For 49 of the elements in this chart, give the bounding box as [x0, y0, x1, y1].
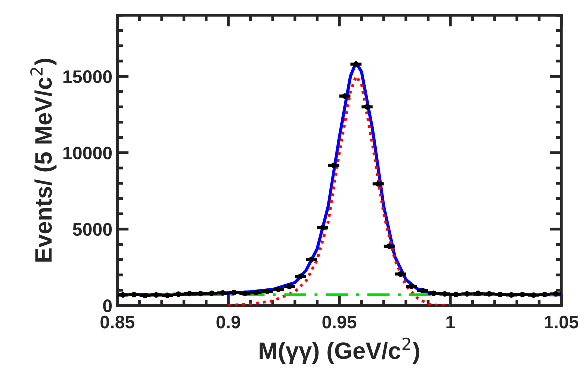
point: [398, 271, 404, 278]
x-tick-label: 0.95: [322, 316, 357, 329]
point: [198, 291, 204, 297]
point: [431, 290, 437, 296]
point: [131, 292, 138, 298]
point: [320, 225, 326, 231]
y-tick-label: 15000: [64, 70, 112, 84]
point: [342, 94, 348, 100]
point: [364, 104, 370, 110]
point: [209, 290, 215, 296]
point: [164, 292, 170, 298]
point: [464, 291, 470, 297]
point: [498, 292, 504, 298]
point: [176, 292, 182, 298]
point: [420, 288, 426, 294]
point: [264, 288, 270, 294]
point: [531, 292, 537, 298]
line-series: [227, 75, 452, 306]
y-tick-label: 5000: [73, 223, 112, 236]
point: [331, 162, 337, 168]
point: [376, 181, 382, 187]
x-tick-label: 1.05: [545, 316, 579, 329]
x-tick-label: 0.9: [216, 316, 240, 329]
point: [486, 291, 492, 297]
point: [553, 291, 559, 297]
point: [386, 244, 392, 250]
point: [353, 62, 359, 68]
x-axis-title: M(γγ) (GeV/c$^{2}$): [260, 338, 420, 364]
point: [254, 290, 260, 296]
point: [220, 290, 226, 296]
point: [276, 286, 282, 292]
point: [508, 292, 514, 298]
point: [231, 290, 237, 296]
y-tick-label: 0: [103, 300, 112, 312]
point: [186, 291, 193, 297]
x-tick-label: 0.85: [100, 316, 135, 329]
point: [309, 256, 315, 262]
point: [520, 292, 526, 298]
point: [286, 284, 292, 290]
point: [476, 290, 482, 296]
point: [442, 291, 448, 297]
y-axis-title: Events/ (5 MeV/c$^{2}$): [30, 59, 57, 262]
point: [142, 293, 148, 299]
point: [154, 292, 160, 298]
point: [542, 292, 548, 298]
point: [120, 292, 126, 298]
point: [453, 292, 459, 298]
x-tick-label: 1: [446, 316, 456, 329]
y-tick-label: 10000: [64, 146, 112, 160]
